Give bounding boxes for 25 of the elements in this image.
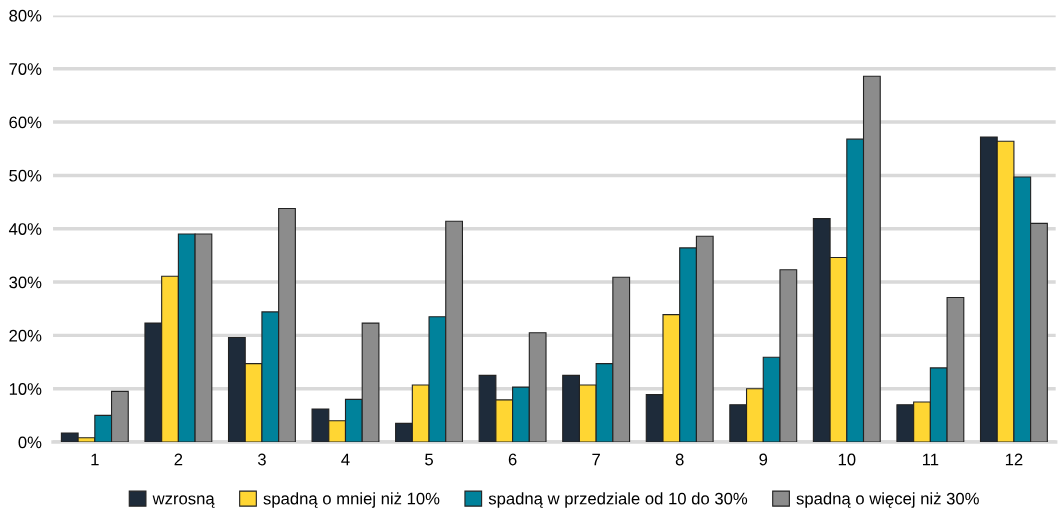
legend-label: spadną w przedziale od 10 do 30% bbox=[488, 492, 748, 508]
x-tick-label: 10 bbox=[838, 453, 856, 466]
x-tick-label: 5 bbox=[425, 453, 433, 466]
legend-label: spadną o więcej niż 30% bbox=[796, 492, 979, 508]
y-tick-label: 0% bbox=[18, 436, 42, 449]
y-tick-label: 50% bbox=[9, 169, 42, 182]
y-tick-label: 20% bbox=[9, 329, 42, 342]
legend-label: spadną o mniej niż 10% bbox=[263, 492, 440, 508]
x-tick-label: 1 bbox=[91, 453, 99, 466]
x-tick-label: 11 bbox=[922, 453, 939, 466]
x-tick-label: 7 bbox=[592, 453, 600, 466]
y-tick-label: 60% bbox=[9, 116, 42, 129]
x-tick-label: 9 bbox=[759, 453, 768, 466]
y-tick-label: 40% bbox=[8, 223, 42, 235]
x-tick-label: 12 bbox=[1005, 453, 1023, 466]
y-tick-label: 80% bbox=[9, 9, 42, 22]
x-tick-label: 4 bbox=[341, 453, 350, 466]
y-tick-label: 10% bbox=[9, 383, 42, 395]
y-tick-label: 70% bbox=[9, 63, 42, 75]
x-tick-label: 6 bbox=[508, 453, 517, 466]
legend-label: wzrosną bbox=[152, 495, 215, 508]
x-tick-label: 8 bbox=[675, 453, 684, 466]
y-tick-label: 30% bbox=[9, 276, 42, 289]
x-tick-label: 2 bbox=[174, 453, 183, 466]
x-tick-label: 3 bbox=[257, 453, 266, 466]
